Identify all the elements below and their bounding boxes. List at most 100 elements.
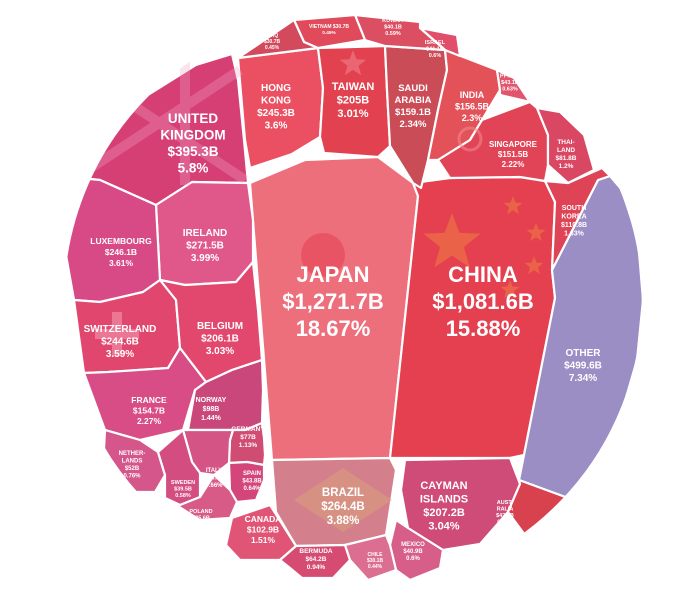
value-label: $77B	[240, 434, 256, 441]
country-name: ITALY	[206, 468, 222, 474]
label-israel: ISRAEL$41.1B0.6%	[425, 40, 446, 59]
country-name: SWITZERLAND	[84, 324, 157, 335]
country-name: IRELAND	[183, 228, 227, 239]
share-label: 1.44%	[201, 415, 222, 422]
share-label: 18.67%	[296, 316, 371, 341]
share-label: 0.52%	[193, 522, 209, 528]
share-label: 0.44%	[368, 564, 383, 570]
country-name: BELGIUM	[197, 321, 243, 332]
value-label: $1,271.7B	[282, 289, 384, 314]
label-other: OTHER $499.6B7.34%	[564, 348, 602, 384]
share-label: 0.94%	[307, 564, 326, 571]
country-name: HONG KONG	[261, 83, 291, 107]
label-netherlands: NETHER-LANDS$52B 0.76%	[119, 451, 146, 480]
label-poland: POLAND$35.6B0.52%	[189, 509, 212, 528]
share-label: 0.45%	[265, 45, 280, 51]
share-label: 1.51%	[251, 535, 276, 545]
value-label: $30.7B	[264, 39, 281, 45]
cell-cayman-islands[interactable]	[399, 456, 522, 552]
share-label: 5.8%	[178, 161, 209, 176]
value-label: $156.5B	[455, 102, 490, 112]
share-label: 1.13%	[239, 442, 258, 449]
flag-diamond-icon	[294, 468, 392, 532]
country-name: MEXICO	[401, 542, 425, 548]
label-philippines: PHILI-PPINES$43.1B0.63%	[500, 67, 521, 93]
label-ireland: IRELAND $271.5B3.99%	[183, 228, 227, 264]
value-label: $245.3B	[257, 108, 295, 119]
share-label: 3.88%	[327, 515, 360, 527]
share-label: 3.6%	[265, 121, 288, 132]
cell-shape-philippines	[495, 68, 532, 104]
cell-shape-chile	[343, 533, 398, 582]
value-label: $206.1B	[201, 334, 239, 345]
value-label: $205B	[337, 95, 369, 107]
value-label: $244.6B	[101, 337, 139, 348]
cell-iraq[interactable]	[236, 18, 320, 60]
share-label: 0.63%	[502, 87, 518, 93]
cell-shape-cayman-islands	[399, 456, 522, 552]
value-label: $40.1B	[384, 25, 402, 31]
country-name: ISRAEL	[425, 40, 446, 46]
outer-ring	[61, 8, 645, 592]
country-name: TAIWAN	[332, 81, 375, 93]
share-label: 3.99%	[191, 253, 219, 264]
share-label: 3.04%	[428, 521, 459, 533]
share-label: 15.88%	[446, 316, 521, 341]
value-label: $499.6B	[564, 361, 602, 372]
value-label: $159.1B	[395, 107, 431, 118]
cell-poland[interactable]	[163, 473, 239, 522]
share-label: 0.6%	[429, 53, 442, 59]
country-name: CHILE	[368, 552, 384, 558]
share-label: 2.27%	[137, 416, 162, 426]
country-name: VIETNAM $30.7B	[309, 24, 349, 30]
country-name: AUST-RALIA	[497, 500, 514, 513]
cell-shape-iraq	[236, 18, 320, 60]
value-label: $41.1B	[426, 47, 444, 53]
value-label: $154.7B	[133, 406, 165, 416]
value-label: $64.2B	[306, 556, 327, 563]
share-label: 0.64%	[243, 486, 261, 492]
value-label: $43.8B	[242, 479, 262, 485]
label-chile: CHILE$30.1B0.44%	[367, 552, 384, 570]
value-label: $395.3B	[167, 144, 218, 159]
flag-wheel-icon	[457, 126, 483, 152]
share-label: 0.66%	[205, 483, 223, 489]
value-label: $102.9B	[247, 525, 279, 535]
value-label: $43.1B	[501, 80, 519, 86]
label-vietnam: VIETNAM $30.7B0.45%	[309, 24, 349, 36]
country-name: THAI-LAND	[557, 139, 575, 154]
cell-chile[interactable]	[343, 533, 398, 582]
country-name: BRAZIL	[322, 487, 364, 499]
cell-bermuda[interactable]	[278, 543, 352, 580]
value-label: $151.5B	[498, 150, 528, 159]
country-name: NETHER-LANDS	[119, 451, 146, 465]
label-thailand: THAI-LAND$81.8B1.2%	[556, 139, 577, 170]
value-label: $40.9B	[403, 549, 423, 555]
share-label: 2.3%	[462, 113, 483, 123]
value-label: $39.5B	[174, 487, 192, 493]
value-label: $271.5B	[186, 241, 224, 252]
country-name: GERMANY	[231, 426, 265, 433]
cell-thailand[interactable]	[535, 106, 596, 185]
label-iraq: IRAQ$30.7B0.45%	[264, 33, 281, 51]
country-name: IRAQ	[266, 33, 279, 39]
flag-cross-icon	[95, 329, 139, 339]
country-name: POLAND	[189, 509, 212, 515]
label-spain: SPAIN $43.8B0.64%	[242, 471, 262, 492]
country-name: SPAIN	[243, 471, 261, 477]
country-name: CAYMAN ISLANDS	[420, 480, 468, 506]
cell-philippines[interactable]	[495, 68, 532, 104]
label-mexico: MEXICO$40.9B0.6%	[401, 542, 425, 562]
country-name: BERMUDA	[299, 548, 333, 555]
country-name: INDIA	[460, 90, 485, 100]
flag-star-icon	[526, 223, 546, 242]
share-label: 0.59%	[385, 31, 401, 37]
flag-sun-icon	[301, 233, 345, 277]
label-italy: ITALY $44.8B0.66%	[204, 468, 224, 489]
share-label: 3.03%	[206, 346, 234, 357]
value-label: $44.8B	[204, 476, 224, 482]
country-name: FRANCE	[131, 395, 167, 405]
